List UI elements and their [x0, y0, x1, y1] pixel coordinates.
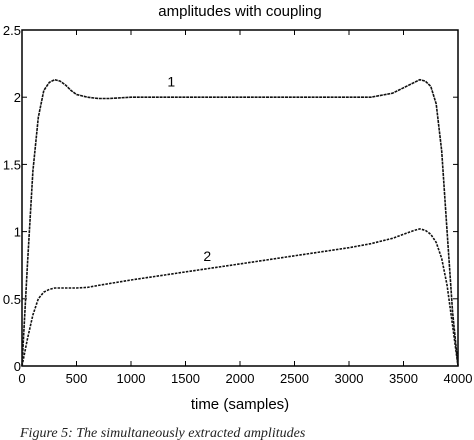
x-tick-label: 2000 — [226, 371, 255, 386]
x-axis-label: time (samples) — [191, 396, 289, 413]
series-line-1 — [21, 78, 459, 367]
x-tick-label: 4000 — [444, 371, 473, 386]
y-tick-label: 0.5 — [3, 292, 21, 307]
series-lines — [21, 78, 459, 367]
x-tick-label: 3500 — [389, 371, 418, 386]
y-tick-label: 2.5 — [3, 23, 21, 38]
y-tick-label: 0 — [14, 359, 21, 374]
x-tick-label: 500 — [66, 371, 88, 386]
plot-frame — [21, 29, 459, 367]
series-line-2 — [21, 228, 459, 367]
figure-caption: Figure 5: The simultaneously extracted a… — [19, 426, 306, 440]
series-labels: 12 — [167, 73, 211, 264]
x-tick-label: 1000 — [117, 371, 146, 386]
y-tick-label: 1.5 — [3, 157, 21, 172]
x-tick-label: 2500 — [280, 371, 309, 386]
y-ticks: 0 0.5 1 1.5 2 2.5 — [3, 23, 458, 374]
y-tick-label: 1 — [14, 225, 21, 240]
x-tick-label: 1500 — [171, 371, 200, 386]
series-label-1: 1 — [167, 73, 175, 89]
x-tick-label: 3000 — [335, 371, 364, 386]
series-label-2: 2 — [203, 248, 211, 264]
y-tick-label: 2 — [14, 90, 21, 105]
x-ticks: 0 500 1000 1500 2000 2500 3000 3500 4000 — [18, 30, 472, 386]
chart-title: amplitudes with coupling — [158, 3, 321, 20]
x-tick-label: 0 — [18, 371, 25, 386]
